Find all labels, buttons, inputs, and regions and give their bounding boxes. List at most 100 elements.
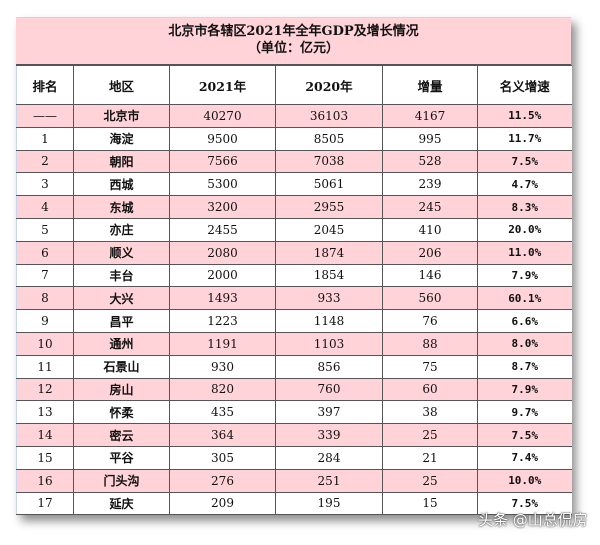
table-row: 4 东城 3200 2955 245 8.3%	[16, 195, 572, 219]
gdp-2020-cell: 1874	[275, 240, 383, 265]
table-row: 8 大兴 1493 933 560 60.1%	[16, 286, 572, 311]
increase-cell: 239	[382, 172, 478, 197]
growth-cell: 7.5%	[477, 423, 572, 447]
gdp-2021-cell: 364	[169, 423, 276, 447]
table-row: 1 海淀 9500 8505 995 11.7%	[16, 126, 572, 151]
gdp-table-container: 北京市各辖区2021年全年GDP及增长情况 （单位：亿元） 排名 地区 2021…	[16, 17, 572, 516]
increase-cell: 21	[382, 445, 478, 470]
increase-cell: 206	[382, 240, 478, 265]
growth-cell: 7.5%	[477, 149, 572, 174]
gdp-2021-cell: 2000	[169, 263, 276, 288]
gdp-2021-cell: 820	[169, 377, 276, 402]
table-row: 16 门头沟 276 251 25 10.0%	[16, 468, 572, 493]
header-rank: 排名	[16, 65, 74, 105]
rank-cell: 8	[16, 286, 74, 311]
header-increase: 增量	[382, 65, 478, 105]
table-row: 9 昌平 1223 1148 76 6.6%	[16, 309, 572, 333]
growth-cell: 11.7%	[477, 126, 572, 151]
gdp-2021-cell: 40270	[169, 104, 276, 128]
gdp-2020-cell: 36103	[275, 104, 383, 128]
region-cell: 顺义	[73, 240, 170, 265]
region-cell: 丰台	[73, 263, 170, 288]
table-row: 7 丰台 2000 1854 146 7.9%	[16, 263, 572, 288]
gdp-2020-cell: 251	[275, 468, 383, 493]
gdp-2020-cell: 1148	[275, 309, 383, 333]
region-cell: 密云	[73, 423, 170, 447]
table-title-block: 北京市各辖区2021年全年GDP及增长情况 （单位：亿元）	[16, 17, 571, 65]
rank-cell: 14	[16, 423, 74, 447]
header-2020: 2020年	[275, 65, 383, 105]
table-row: 6 顺义 2080 1874 206 11.0%	[16, 240, 572, 265]
region-cell: 平谷	[73, 445, 170, 470]
rank-cell: 6	[16, 240, 74, 265]
growth-cell: 9.7%	[477, 400, 572, 425]
increase-cell: 75	[382, 354, 478, 379]
gdp-2021-cell: 1191	[169, 331, 276, 356]
header-2021: 2021年	[169, 65, 276, 105]
rank-cell: 15	[16, 445, 74, 470]
table-row: 5 亦庄 2455 2045 410 20.0%	[16, 217, 572, 242]
header-region: 地区	[73, 65, 170, 105]
region-cell: 怀柔	[73, 400, 170, 425]
gdp-2021-cell: 1223	[169, 309, 276, 333]
gdp-table: 排名 地区 2021年 2020年 增量 名义增速 —— 北京市 40270 3610…	[16, 65, 572, 516]
growth-cell: 7.9%	[477, 377, 572, 402]
gdp-2020-cell: 2045	[275, 217, 383, 242]
increase-cell: 25	[382, 423, 478, 447]
region-cell: 北京市	[73, 104, 170, 128]
gdp-2021-cell: 930	[169, 354, 276, 379]
gdp-2020-cell: 5061	[275, 172, 383, 197]
growth-cell: 8.7%	[477, 354, 572, 379]
rank-cell: 9	[16, 309, 74, 333]
rank-cell: 7	[16, 263, 74, 288]
increase-cell: 76	[382, 309, 478, 333]
region-cell: 延庆	[73, 491, 170, 516]
region-cell: 石景山	[73, 354, 170, 379]
header-row: 排名 地区 2021年 2020年 增量 名义增速	[16, 65, 572, 105]
header-growth: 名义增速	[477, 65, 572, 105]
gdp-2021-cell: 2080	[169, 240, 276, 265]
region-cell: 房山	[73, 377, 170, 402]
growth-cell: 10.0%	[477, 468, 572, 493]
increase-cell: 60	[382, 377, 478, 402]
region-cell: 门头沟	[73, 468, 170, 493]
growth-cell: 20.0%	[477, 217, 572, 242]
gdp-2021-cell: 5300	[169, 172, 276, 197]
gdp-2020-cell: 339	[275, 423, 383, 447]
increase-cell: 528	[382, 149, 478, 174]
rank-cell: 12	[16, 377, 74, 402]
rank-cell: 11	[16, 354, 74, 379]
gdp-2020-cell: 195	[275, 491, 383, 516]
table-row: 17 延庆 209 195 15 7.5%	[16, 491, 572, 516]
gdp-2020-cell: 284	[275, 445, 383, 470]
table-row: 13 怀柔 435 397 38 9.7%	[16, 400, 572, 425]
table-row: 14 密云 364 339 25 7.5%	[16, 423, 572, 447]
rank-cell: 1	[16, 126, 74, 151]
gdp-2020-cell: 933	[275, 286, 383, 311]
gdp-2020-cell: 1103	[275, 331, 383, 356]
growth-cell: 6.6%	[477, 309, 572, 333]
growth-cell: 60.1%	[477, 286, 572, 311]
increase-cell: 560	[382, 286, 478, 311]
growth-cell: 7.5%	[477, 491, 572, 516]
table-subtitle: （单位：亿元）	[247, 41, 339, 56]
gdp-2021-cell: 3200	[169, 195, 276, 219]
increase-cell: 88	[382, 331, 478, 356]
rank-cell: 13	[16, 400, 74, 425]
gdp-2021-cell: 209	[169, 491, 276, 516]
growth-cell: 11.0%	[477, 240, 572, 265]
gdp-2021-cell: 1493	[169, 286, 276, 311]
table-row: —— 北京市 40270 36103 4167 11.5%	[16, 104, 572, 128]
watermark: 头条 @山总侃房	[478, 511, 588, 529]
growth-cell: 11.5%	[477, 104, 572, 128]
gdp-2021-cell: 305	[169, 445, 276, 470]
increase-cell: 4167	[382, 104, 478, 128]
rank-cell: 17	[16, 491, 74, 516]
gdp-2020-cell: 7038	[275, 149, 383, 174]
table-row: 12 房山 820 760 60 7.9%	[16, 377, 572, 402]
gdp-2020-cell: 856	[275, 354, 383, 379]
region-cell: 海淀	[73, 126, 170, 151]
table-row: 11 石景山 930 856 75 8.7%	[16, 354, 572, 379]
growth-cell: 8.0%	[477, 331, 572, 356]
table-title: 北京市各辖区2021年全年GDP及增长情况	[168, 24, 419, 39]
